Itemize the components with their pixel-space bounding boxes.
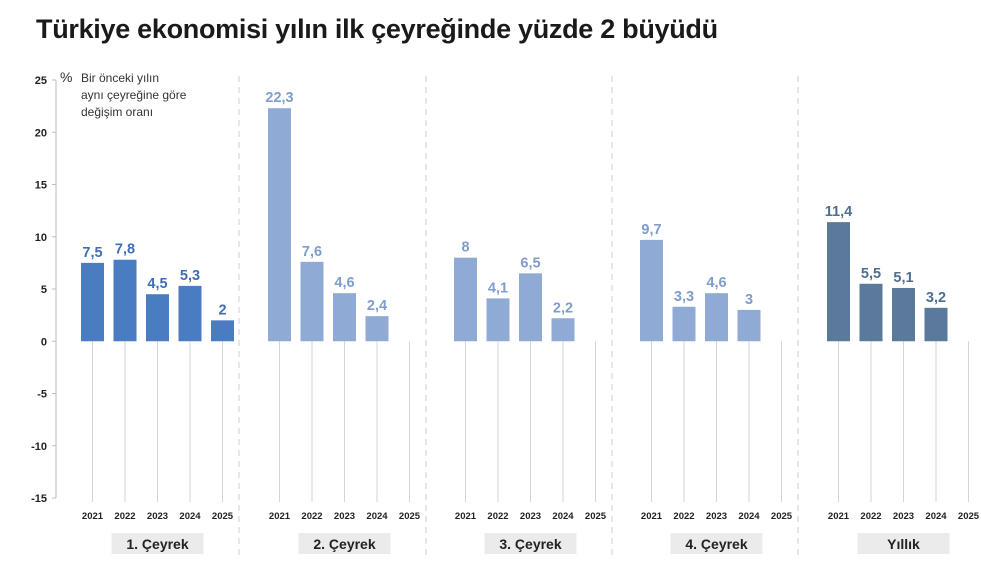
y-tick-label: 15 <box>35 180 47 192</box>
bar <box>737 309 761 342</box>
x-tick-label: 2021 <box>828 511 850 522</box>
bar-value-label: 3,3 <box>674 289 694 305</box>
chart-note-line: değişim oranı <box>81 105 153 119</box>
page-title: Türkiye ekonomisi yılın ilk çeyreğinde y… <box>36 14 718 44</box>
bar <box>892 287 915 342</box>
bar <box>827 222 850 342</box>
y-tick-label: 25 <box>35 75 47 87</box>
group-label-box <box>298 533 391 554</box>
x-tick-label: 2021 <box>455 511 477 522</box>
y-tick-label: 10 <box>35 232 47 244</box>
bar <box>519 273 542 342</box>
x-tick-label: 2025 <box>585 511 607 522</box>
bar <box>705 293 728 342</box>
bar-value-label: 5,3 <box>180 268 200 284</box>
bar <box>146 294 169 342</box>
bar-value-label: 8 <box>461 240 469 256</box>
x-tick-label: 2025 <box>771 511 793 522</box>
x-tick-label: 2024 <box>738 511 760 522</box>
bar-value-label: 7,6 <box>302 244 322 260</box>
x-tick-label: 2021 <box>641 511 663 522</box>
bar-value-label: 6,5 <box>520 255 540 271</box>
x-tick-label: 2025 <box>399 511 421 522</box>
bar <box>333 293 356 342</box>
bar <box>113 259 137 342</box>
bar-value-label: 7,5 <box>82 245 102 261</box>
x-tick-label: 2024 <box>366 511 388 522</box>
bar-value-label: 2 <box>218 302 226 318</box>
group-label-box <box>857 533 950 554</box>
bar <box>81 262 104 342</box>
bar <box>640 239 663 342</box>
y-tick-label: -5 <box>37 389 47 401</box>
chart-note-line: Bir önceki yılın <box>81 71 159 85</box>
x-tick-label: 2025 <box>212 511 234 522</box>
group-label: 2. Çeyrek <box>313 536 375 552</box>
x-tick-label: 2022 <box>487 511 508 522</box>
chart-note-line: aynı çeyreğine göre <box>81 88 187 102</box>
y-tick-label: -10 <box>31 441 47 453</box>
group-label: 3. Çeyrek <box>499 536 561 552</box>
bar-value-label: 2,2 <box>553 300 573 316</box>
group-label-box <box>484 533 577 554</box>
bar <box>672 306 696 342</box>
bar-value-label: 4,5 <box>147 276 167 292</box>
group-label: 1. Çeyrek <box>126 536 188 552</box>
bar <box>924 307 948 342</box>
y-tick-label: 0 <box>41 336 47 348</box>
x-tick-label: 2022 <box>301 511 322 522</box>
group-label-box <box>670 533 763 554</box>
bar-value-label: 11,4 <box>825 204 852 220</box>
bar <box>365 316 389 342</box>
x-tick-label: 2021 <box>82 511 104 522</box>
bar-value-label: 5,5 <box>861 266 881 282</box>
group-label: 4. Çeyrek <box>685 536 747 552</box>
x-tick-label: 2024 <box>552 511 574 522</box>
bar <box>859 283 883 342</box>
bar-value-label: 4,6 <box>706 275 726 291</box>
x-tick-label: 2023 <box>520 511 541 522</box>
x-tick-label: 2023 <box>893 511 914 522</box>
y-tick-label: 5 <box>41 284 47 296</box>
bar <box>454 257 477 342</box>
unit-symbol: % <box>60 69 72 85</box>
bar-value-label: 22,3 <box>265 90 293 106</box>
x-tick-label: 2023 <box>706 511 727 522</box>
bar-value-label: 3,2 <box>926 290 946 306</box>
bar-value-label: 2,4 <box>367 298 387 314</box>
bar <box>486 298 510 342</box>
x-tick-label: 2021 <box>269 511 291 522</box>
bar-value-label: 4,6 <box>334 275 354 291</box>
x-tick-label: 2022 <box>114 511 135 522</box>
group-label-box <box>111 533 204 554</box>
bar <box>300 261 324 342</box>
bar-value-label: 3 <box>745 292 753 308</box>
x-tick-label: 2025 <box>958 511 980 522</box>
bar <box>178 285 202 342</box>
y-tick-label: 20 <box>35 127 47 139</box>
y-tick-label: -15 <box>31 493 47 505</box>
bar <box>551 318 575 342</box>
x-tick-label: 2022 <box>673 511 694 522</box>
x-tick-label: 2024 <box>179 511 201 522</box>
x-tick-label: 2024 <box>925 511 947 522</box>
bar-value-label: 9,7 <box>641 222 661 238</box>
x-tick-label: 2023 <box>334 511 355 522</box>
x-tick-label: 2023 <box>147 511 168 522</box>
bar <box>268 108 291 342</box>
bar-value-label: 4,1 <box>488 280 508 296</box>
group-label: Yıllık <box>887 536 920 552</box>
bar-value-label: 7,8 <box>115 242 135 258</box>
bar <box>211 320 234 342</box>
x-tick-label: 2022 <box>860 511 881 522</box>
bar-value-label: 5,1 <box>893 270 913 286</box>
